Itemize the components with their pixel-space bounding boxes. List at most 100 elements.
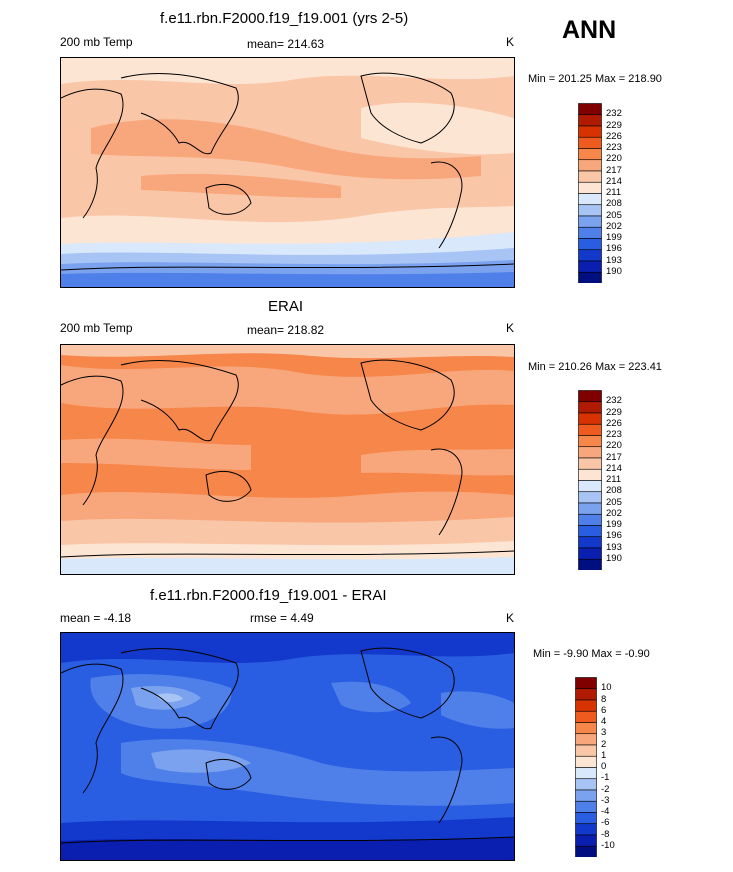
colorbar-tick-label: 211	[606, 187, 622, 198]
colorbar-swatch	[578, 159, 602, 172]
colorbar-tick-label: -3	[601, 794, 610, 806]
colorbar-swatch	[578, 525, 602, 538]
colorbar-tick-label: -6	[601, 817, 610, 829]
colorbar-tick-label: 220	[606, 153, 622, 165]
colorbar-tick-label: 205	[606, 209, 622, 221]
colorbar-tick-label: 208	[606, 485, 622, 497]
panel-2-mean-label: mean= 218.82	[247, 323, 325, 337]
colorbar-swatch	[578, 193, 602, 206]
panel-1-mean-label: mean= 214.63	[247, 37, 325, 51]
panel-2-left-label: 200 mb Temp	[60, 321, 133, 335]
panel-2-title: ERAI	[268, 298, 304, 315]
colorbar-swatch	[578, 249, 602, 262]
colorbar-swatch	[575, 834, 597, 847]
colorbar-swatch	[575, 733, 597, 746]
colorbar-swatch	[578, 412, 602, 425]
colorbar-swatch	[578, 446, 602, 459]
colorbar-tick-label: 2	[601, 738, 607, 750]
colorbar-swatch	[578, 491, 602, 504]
colorbar-tick-label: -2	[601, 783, 610, 795]
colorbar-swatch	[578, 148, 602, 161]
panel-3-map	[60, 632, 515, 861]
colorbar-swatch	[575, 800, 597, 813]
colorbar-tick-label: 232	[606, 395, 622, 407]
colorbar-swatch	[578, 136, 602, 149]
colorbar-swatch	[575, 699, 597, 712]
colorbar-swatch	[578, 170, 602, 183]
panel-3-colorbar-swatches	[575, 677, 597, 858]
panel-3-minmax: Min = -9.90 Max = -0.90	[533, 648, 650, 660]
panel-2-map	[60, 344, 515, 575]
colorbar-tick-label: 223	[606, 429, 622, 440]
colorbar-swatch	[575, 710, 597, 723]
colorbar-tick-label: -10	[601, 839, 615, 851]
colorbar-swatch	[575, 688, 597, 701]
panel-2-units: K	[506, 321, 515, 335]
colorbar-tick-label: 211	[606, 474, 622, 485]
colorbar-swatch	[575, 744, 597, 757]
colorbar-tick-label: 4	[601, 716, 607, 727]
colorbar-swatch	[578, 215, 602, 228]
colorbar-swatch	[575, 677, 597, 690]
colorbar-tick-label: 214	[606, 175, 622, 187]
colorbar-swatch	[578, 401, 602, 414]
colorbar-tick-label: 214	[606, 462, 622, 474]
colorbar-swatch	[578, 181, 602, 194]
colorbar-swatch	[578, 271, 602, 284]
colorbar-swatch	[578, 114, 602, 127]
colorbar-swatch	[578, 435, 602, 448]
colorbar-tick-label: 208	[606, 198, 622, 210]
panel-1-units: K	[506, 35, 515, 49]
colorbar-swatch	[575, 789, 597, 802]
panel-2-colorbar-swatches	[578, 390, 602, 571]
colorbar-swatch	[578, 260, 602, 273]
colorbar-tick-label: 190	[606, 552, 622, 564]
colorbar-tick-label: 190	[606, 265, 622, 277]
colorbar-swatch	[575, 767, 597, 780]
season-label: ANN	[562, 16, 617, 44]
colorbar-swatch	[575, 823, 597, 836]
colorbar-tick-label: 226	[606, 417, 622, 429]
panel-3-units: K	[506, 611, 515, 625]
colorbar-tick-label: -1	[601, 772, 610, 784]
colorbar-tick-label: 0	[601, 761, 607, 772]
colorbar-tick-label: 220	[606, 440, 622, 452]
colorbar-tick-label: 10	[601, 682, 612, 694]
colorbar-tick-label: 217	[606, 451, 622, 463]
panel-1-title: f.e11.rbn.F2000.f19_f19.001 (yrs 2-5)	[160, 10, 409, 27]
colorbar-swatch	[578, 480, 602, 493]
panel-1-colorbar	[578, 103, 602, 288]
colorbar-tick-label: 223	[606, 142, 622, 153]
panel-1-left-label: 200 mb Temp	[60, 35, 133, 49]
colorbar-swatch	[578, 457, 602, 470]
panel-1-map	[60, 57, 515, 288]
colorbar-tick-label: 199	[606, 519, 622, 530]
colorbar-swatch	[578, 204, 602, 217]
colorbar-swatch	[575, 722, 597, 735]
panel-3-rmse-label: rmse = 4.49	[250, 611, 314, 625]
colorbar-swatch	[578, 558, 602, 571]
panel-2-minmax: Min = 210.26 Max = 223.41	[528, 361, 662, 373]
panel-1-colorbar-swatches	[578, 103, 602, 284]
colorbar-swatch	[578, 547, 602, 560]
colorbar-swatch	[578, 226, 602, 239]
colorbar-swatch	[578, 423, 602, 436]
colorbar-tick-label: 202	[606, 507, 622, 519]
colorbar-tick-label: 229	[606, 119, 622, 131]
colorbar-swatch	[575, 845, 597, 858]
panel-1-minmax: Min = 201.25 Max = 218.90	[528, 73, 662, 85]
colorbar-tick-label: 199	[606, 232, 622, 243]
colorbar-tick-label: 193	[606, 541, 622, 553]
colorbar-swatch	[578, 390, 602, 403]
colorbar-tick-label: 196	[606, 243, 622, 255]
panel-3-title: f.e11.rbn.F2000.f19_f19.001 - ERAI	[150, 587, 387, 604]
colorbar-tick-label: 229	[606, 406, 622, 418]
colorbar-tick-label: 196	[606, 530, 622, 542]
colorbar-swatch	[578, 238, 602, 251]
colorbar-swatch	[575, 778, 597, 791]
colorbar-tick-label: 1	[601, 749, 607, 761]
colorbar-tick-label: 8	[601, 693, 607, 705]
colorbar-swatch	[575, 812, 597, 825]
colorbar-tick-label: 6	[601, 704, 607, 716]
colorbar-tick-label: 217	[606, 164, 622, 176]
